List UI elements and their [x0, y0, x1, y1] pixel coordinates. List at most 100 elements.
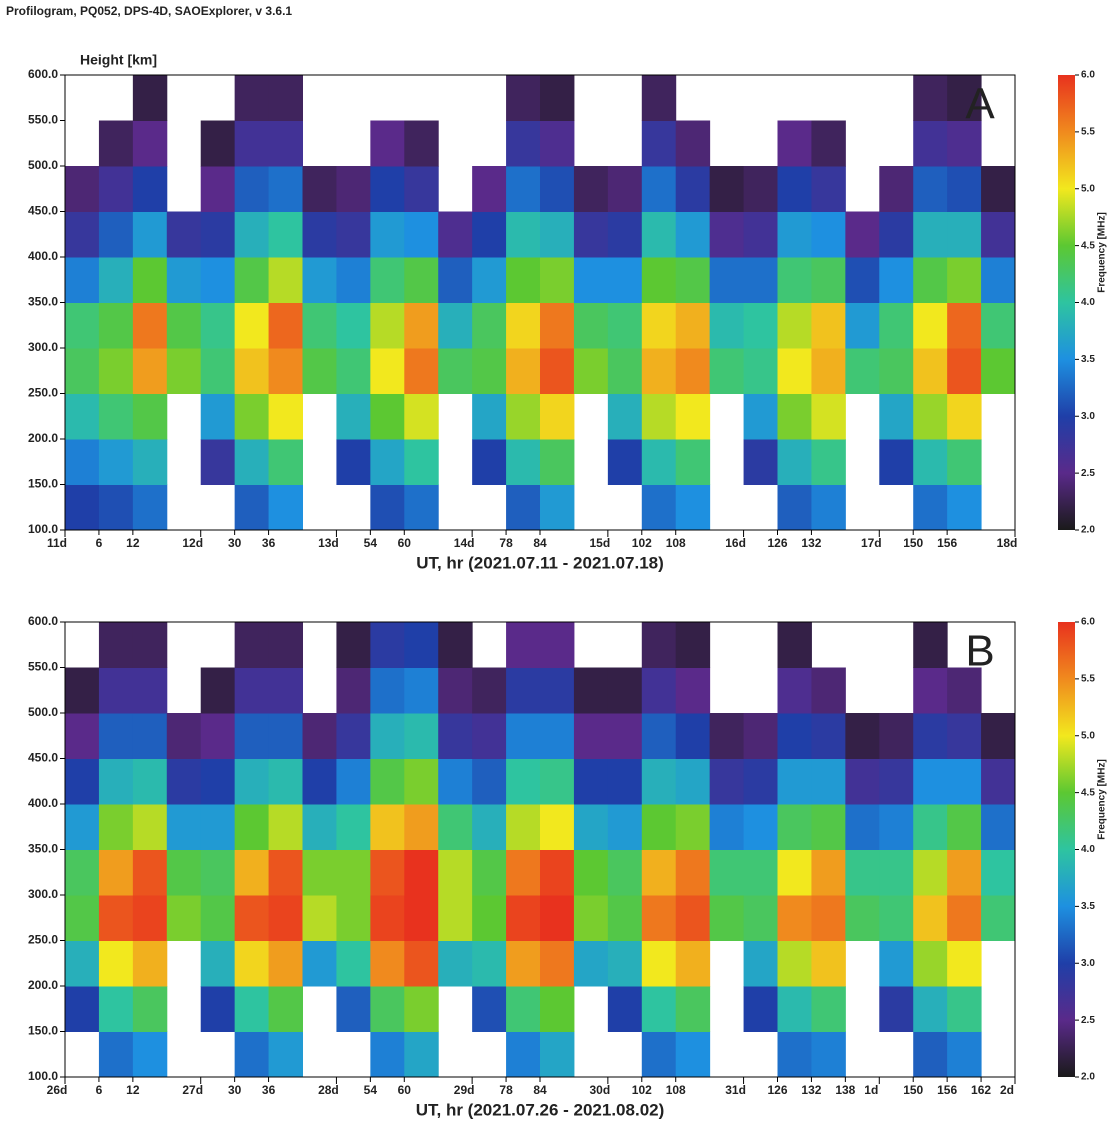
heat-cell	[641, 895, 677, 941]
heat-cell	[743, 758, 778, 805]
heat-cell	[506, 986, 541, 1032]
heat-cell	[947, 348, 982, 394]
heat-cell	[709, 895, 745, 941]
heat-cell	[573, 713, 609, 759]
heat-cell	[234, 804, 270, 850]
heat-cell	[472, 895, 507, 941]
heat-cell	[404, 895, 439, 941]
heat-cell	[132, 439, 168, 485]
heat-cell	[947, 439, 982, 485]
heat-cell	[166, 211, 202, 258]
heat-cell	[743, 166, 778, 212]
heat-cell	[472, 940, 507, 987]
heat-cell	[268, 348, 303, 394]
heat-cell	[641, 622, 677, 668]
heat-cell	[200, 667, 236, 714]
heat-cell	[845, 895, 880, 941]
heat-cell	[98, 439, 134, 485]
heat-cell	[98, 166, 134, 212]
colorbar-tick-label: 2.5	[1081, 468, 1095, 479]
x-tick-label: 78	[499, 1083, 513, 1097]
heat-cell	[200, 713, 236, 759]
heat-cell	[438, 758, 473, 805]
heat-cell	[743, 849, 778, 896]
heat-cell	[607, 713, 643, 759]
heat-cell	[336, 713, 371, 759]
heat-cell	[913, 986, 948, 1032]
heat-cell	[200, 986, 236, 1032]
heat-cell	[641, 211, 677, 258]
heat-cell	[166, 713, 202, 759]
heat-cell	[913, 1031, 948, 1078]
heat-cell	[370, 895, 405, 941]
heat-cell	[370, 758, 405, 805]
colorbar-label: Frequency [MHz]	[1097, 212, 1108, 293]
heat-cell	[675, 849, 711, 896]
heat-cell	[98, 120, 134, 167]
heat-cell	[913, 393, 948, 440]
heat-cell	[743, 302, 778, 349]
heat-cell	[879, 439, 914, 485]
heat-cell	[200, 940, 236, 987]
heat-cell	[913, 302, 948, 349]
x-tick-label: 27d	[182, 1083, 203, 1097]
heat-cell	[947, 393, 982, 440]
heat-cell	[981, 758, 1016, 805]
colorbar	[1058, 75, 1075, 530]
heat-cell	[166, 895, 202, 941]
x-tick-label: 12	[126, 1083, 140, 1097]
x-tick-label: 150	[903, 1083, 923, 1097]
x-tick-label: 18d	[997, 536, 1018, 550]
colorbar-tick-label: 4.0	[1081, 297, 1095, 308]
heat-cell	[811, 257, 846, 303]
heat-cell	[777, 120, 812, 167]
heat-cell	[370, 211, 405, 258]
heat-cell	[947, 302, 982, 349]
heat-cell	[370, 439, 405, 485]
heat-cell	[472, 348, 507, 394]
heat-cell	[777, 667, 812, 714]
heat-cell	[132, 804, 168, 850]
heat-cell	[234, 1031, 270, 1078]
heat-cell	[641, 439, 677, 485]
heat-cell	[132, 758, 168, 805]
y-tick-label: 150.0	[28, 1024, 58, 1038]
heat-cell	[777, 758, 812, 805]
y-axis-label: Height [km]	[80, 52, 157, 68]
heat-cell	[641, 849, 677, 896]
heat-cell	[540, 393, 575, 440]
x-tick-label: 102	[632, 1083, 652, 1097]
y-tick-label: 500.0	[28, 158, 58, 172]
heat-cell	[302, 804, 337, 850]
heat-cell	[879, 713, 914, 759]
heat-cell	[132, 667, 168, 714]
heat-cell	[98, 758, 134, 805]
heat-cell	[65, 166, 100, 212]
heat-cell	[879, 758, 914, 805]
heat-cell	[947, 758, 982, 805]
x-tick-label: 132	[801, 536, 821, 550]
heat-cell	[607, 166, 643, 212]
heat-cell	[675, 257, 711, 303]
heat-cell	[370, 986, 405, 1032]
y-tick-label: 250.0	[28, 386, 58, 400]
heat-cell	[234, 895, 270, 941]
heat-cell	[743, 940, 778, 987]
heat-cell	[234, 940, 270, 987]
x-tick-label: 1d	[864, 1083, 878, 1097]
heat-cell	[947, 75, 982, 121]
heat-cell	[845, 849, 880, 896]
heat-cell	[404, 302, 439, 349]
heat-cell	[65, 257, 100, 303]
heat-cell	[913, 758, 948, 805]
heat-cell	[540, 804, 575, 850]
heat-cell	[540, 713, 575, 759]
x-axis-label: UT, hr (2021.07.26 - 2021.08.02)	[416, 1100, 665, 1119]
heat-cell	[370, 484, 405, 531]
colorbar-tick-label: 5.5	[1081, 674, 1095, 685]
heat-cell	[607, 439, 643, 485]
heat-cell	[607, 758, 643, 805]
x-tick-label: 108	[666, 1083, 686, 1097]
heat-cell	[811, 667, 846, 714]
heat-cell	[709, 211, 745, 258]
